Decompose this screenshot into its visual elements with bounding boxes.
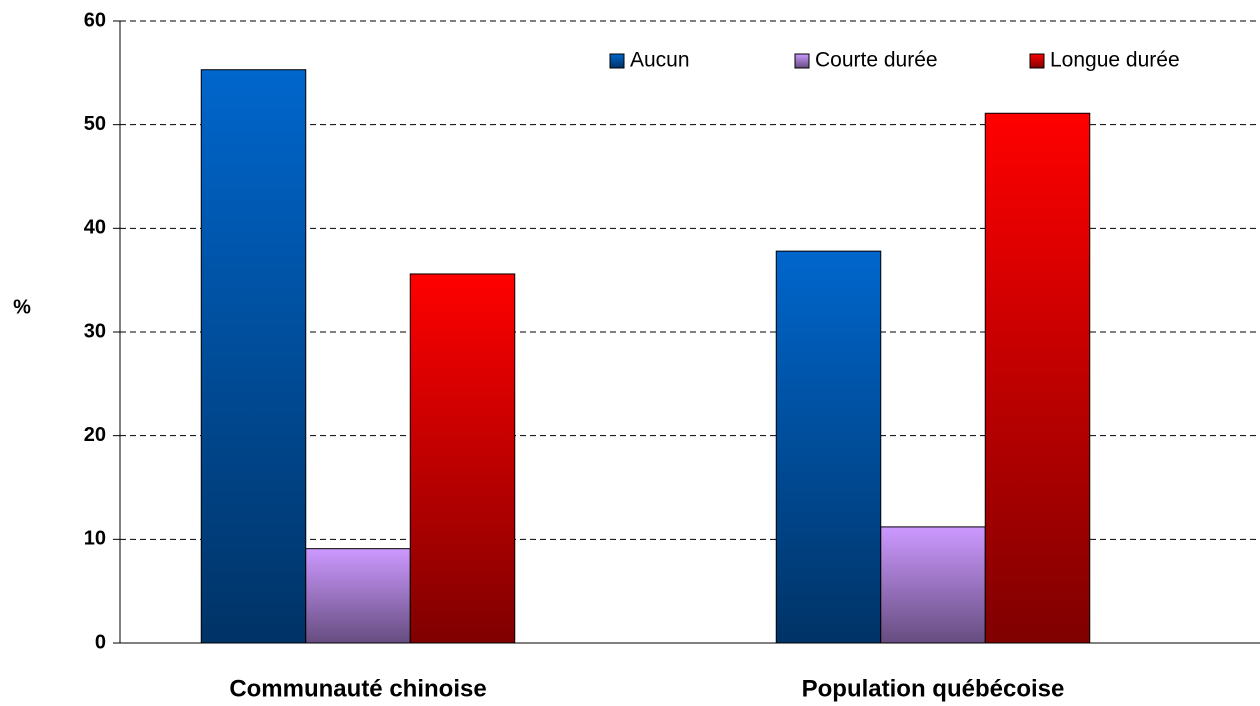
bar-shade: [305, 548, 411, 644]
y-tick-label: 40: [84, 217, 106, 239]
y-tick-label: 10: [84, 528, 106, 550]
y-axis-label: %: [13, 296, 31, 318]
y-tick-label: 0: [95, 631, 106, 653]
bar-shade: [775, 250, 882, 644]
x-tick-label: Communauté chinoise: [229, 675, 486, 702]
legend-label: Aucun: [630, 49, 690, 72]
bar-shade: [984, 112, 1091, 644]
legend-swatch-shade: [609, 53, 625, 69]
x-tick-label: Population québécoise: [802, 675, 1065, 702]
legend-label: Longue durée: [1050, 49, 1180, 72]
legend-swatch-shade: [794, 53, 810, 69]
bar-shade: [880, 526, 986, 644]
y-tick-label: 60: [84, 9, 106, 31]
y-tick-label: 30: [84, 320, 106, 342]
y-tick-label: 50: [84, 113, 106, 135]
legend-swatch-shade: [1029, 53, 1045, 69]
legend-label: Courte durée: [815, 49, 938, 72]
bar-shade: [409, 273, 516, 644]
bar-shade: [200, 69, 307, 644]
y-tick-label: 20: [84, 424, 106, 446]
